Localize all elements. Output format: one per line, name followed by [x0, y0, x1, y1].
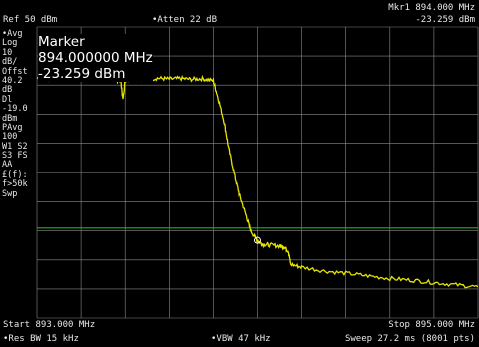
marker-frequency: 894.000000 MHz — [38, 50, 153, 66]
side-annotation: Swp — [2, 188, 18, 199]
video-bandwidth: •VBW 47 kHz — [211, 334, 271, 344]
graticule — [36, 26, 479, 319]
side-annotation: S3 FS — [2, 151, 28, 162]
marker-title: Marker — [38, 34, 85, 50]
side-annotation: Dl — [2, 94, 13, 105]
side-annotation: AA — [2, 160, 13, 171]
ref-level: Ref 50 dBm — [3, 15, 58, 25]
attenuation: •Atten 22 dB — [152, 15, 218, 25]
marker-popup: Marker 894.000000 MHz -23.259 dBm — [38, 34, 153, 82]
side-annotation: 100 — [2, 132, 18, 143]
side-annotations: •Avg Log 10 dB/Offst 40.2 dB Dl -19.0 dBm PAvg 100… — [2, 29, 36, 199]
side-annotation: £(f): — [2, 169, 28, 180]
side-annotation: •Avg — [2, 29, 23, 39]
side-annotation: Offst — [2, 66, 28, 77]
marker-readout-amplitude: -23.259 dBm — [415, 15, 475, 25]
marker-point — [254, 236, 261, 244]
side-annotation: PAvg — [2, 122, 23, 133]
side-annotation: 10 — [2, 47, 13, 58]
start-frequency: Start 893.000 MHz — [3, 320, 96, 330]
side-annotation: dBm — [2, 113, 18, 124]
side-annotation: W1 S2 — [2, 141, 28, 152]
stop-frequency: Stop 895.000 MHz — [388, 320, 475, 330]
sweep-time: Sweep 27.2 ms (8001 pts) — [344, 334, 475, 344]
side-annotation: 40.2 — [2, 75, 23, 86]
side-annotation: f>50k — [2, 179, 28, 190]
marker-readout-frequency: Mkr1 894.000 MHz — [388, 3, 475, 13]
side-annotation: dB/ — [2, 57, 18, 68]
resolution-bandwidth: •Res BW 15 kHz — [3, 334, 79, 344]
side-annotation: -19.0 — [2, 104, 28, 115]
side-annotation: dB — [2, 85, 13, 96]
marker-amplitude: -23.259 dBm — [38, 66, 126, 82]
side-annotation: Log — [2, 38, 18, 49]
